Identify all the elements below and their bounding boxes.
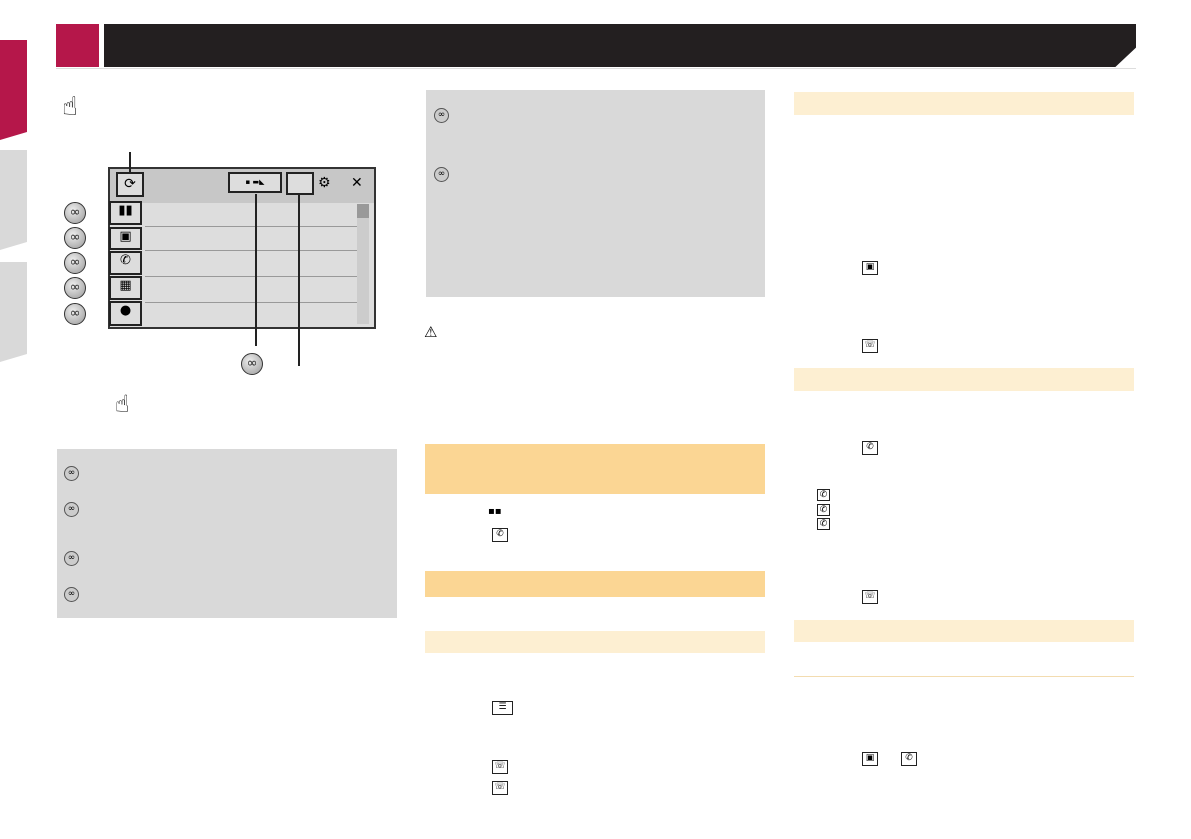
note-box [57, 449, 397, 618]
callout-line [298, 195, 300, 366]
contacts-icon: ▣ [862, 261, 878, 275]
header-divider [56, 68, 1136, 69]
contacts-icon: ▣ [862, 752, 878, 766]
link-icon: ∞ [64, 466, 79, 481]
device-name-box [286, 172, 314, 195]
refresh-icon[interactable]: ⟳ [116, 172, 144, 197]
link-icon: ∞ [64, 587, 79, 602]
keypad-icon[interactable]: ▦ [109, 276, 142, 300]
link-icon: ∞ [434, 108, 449, 123]
chapter-tab[interactable] [0, 262, 27, 362]
link-icon: ∞ [64, 502, 79, 517]
call-history-icon: ✆ [817, 504, 830, 516]
chapter-number-block [56, 24, 99, 67]
chapter-tab-active[interactable] [0, 40, 27, 140]
subsection-heading [794, 620, 1134, 642]
link-icon: ∞ [64, 277, 86, 299]
menu-list-icon: ☰ [492, 701, 513, 715]
note-box [426, 90, 765, 297]
link-icon: ∞ [64, 227, 86, 249]
grid-icon: ▪▪ [488, 506, 502, 517]
close-icon[interactable]: ✕ [351, 175, 363, 191]
link-icon: ∞ [64, 303, 86, 325]
phone-handset-icon: ☏ [862, 590, 878, 604]
chapter-tab[interactable] [0, 150, 27, 250]
settings-icon[interactable]: ⚙ [318, 175, 331, 191]
callout-line [255, 194, 257, 346]
subsection-heading [794, 368, 1134, 391]
link-icon: ∞ [434, 167, 449, 182]
link-icon: ∞ [64, 551, 79, 566]
call-history-icon[interactable]: ✆ [109, 251, 142, 275]
callout-line [129, 152, 131, 174]
call-history-icon: ✆ [862, 441, 878, 455]
subsection-heading [794, 92, 1134, 115]
hand-pointer-icon: ☝ [62, 92, 78, 122]
phone-handset-icon: ☏ [492, 781, 508, 795]
phone-icon: ✆ [492, 528, 508, 542]
subsection-heading [425, 631, 765, 653]
voice-icon[interactable]: ● [109, 301, 142, 326]
call-history-icon: ✆ [817, 518, 830, 530]
link-icon: ∞ [64, 252, 86, 274]
divider [794, 676, 1134, 677]
call-history-icon: ✆ [817, 489, 830, 501]
call-history-icon: ✆ [901, 752, 917, 766]
scrollbar[interactable] [357, 204, 369, 324]
bookmark-icon[interactable]: ▮▮ [109, 201, 142, 225]
section-heading [425, 444, 765, 494]
contacts-icon[interactable]: ▣ [109, 227, 142, 250]
link-icon: ∞ [241, 353, 263, 375]
phone-handset-icon: ☏ [862, 339, 878, 353]
link-icon: ∞ [64, 202, 86, 224]
device-status-box: ▪ ▬◣ [228, 172, 282, 193]
hand-pointer-icon: ☝ [115, 390, 130, 418]
warning-icon: ⚠ [424, 323, 438, 341]
phone-handset-icon: ☏ [492, 760, 508, 774]
page-header-bar [104, 24, 1136, 67]
section-heading [425, 571, 765, 597]
